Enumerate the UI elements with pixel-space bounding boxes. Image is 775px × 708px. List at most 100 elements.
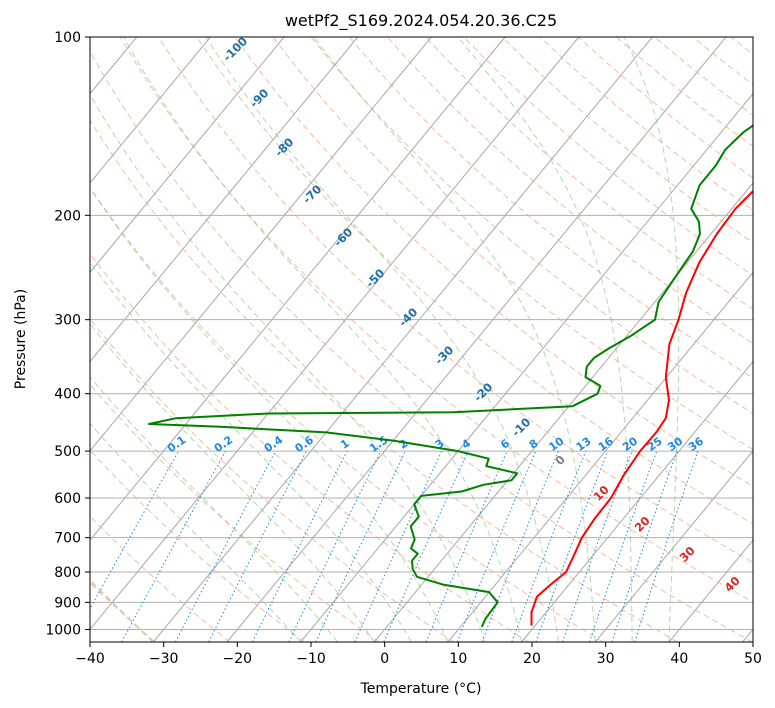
y-tick-label: 400 [54,387,81,403]
mixing-ratio-label: 8 [527,437,541,452]
dry-adiabat [90,186,604,642]
mixing-ratio-line [535,450,609,642]
isotherm-line [0,37,63,642]
moist-adiabat [90,322,375,642]
y-tick-label: 900 [54,595,81,611]
dry-adiabat-label: -40 [396,305,421,330]
dry-adiabat [90,318,454,642]
y-tick-label: 800 [54,565,81,581]
dry-adiabat-label: 40 [722,574,743,595]
moist-adiabat [313,37,596,642]
dry-adiabat [90,449,305,642]
mixing-ratio-line [611,450,678,642]
moist-adiabat [90,375,338,642]
dry-adiabat [577,37,753,179]
mixing-ratio-line [634,450,699,642]
x-tick-label: 50 [744,651,762,667]
mixing-ratio-label: 0.6 [293,433,317,455]
dry-adiabat [90,252,529,642]
dry-adiabat [310,37,753,414]
x-axis-label: Temperature (°C) [360,681,482,697]
mixing-ratio-label: 0.1 [165,433,188,455]
temperature-trace [530,189,753,626]
dry-adiabat-label: 0 [552,452,568,468]
dry-adiabat [90,582,156,642]
x-tick-label: 20 [523,651,541,667]
y-tick-label: 600 [54,491,81,507]
dry-adiabat-label: -70 [300,182,325,207]
dry-adiabat [90,119,679,642]
mixing-ratio-line [383,450,469,642]
x-tick-label: 30 [597,651,615,667]
mixing-ratio-line [208,450,307,642]
dry-adiabat-label: -10 [509,415,534,440]
x-tick-label: −10 [296,651,326,667]
moist-adiabat [90,261,412,642]
profile-traces [148,124,753,628]
isotherm-line [90,37,580,631]
isotherm-line [226,37,727,642]
dry-adiabat [769,37,775,642]
dry-adiabat-label: 30 [677,544,698,565]
mixing-ratio-label: 0.4 [262,433,286,455]
x-tick-label: −40 [75,651,105,667]
background-lines [0,37,775,642]
mixing-ratio-line [481,450,559,642]
x-tick-label: 0 [380,651,389,667]
mixing-ratio-line [121,450,226,642]
isotherm-line [90,37,506,541]
moist-adiabat [623,37,680,642]
dry-adiabat [0,37,6,642]
x-tick-label: 40 [670,651,688,667]
mixing-ratio-label: 1.5 [367,433,390,455]
plot-frame [89,36,754,643]
dry-adiabat [119,37,753,603]
mixing-ratio-line [174,450,276,642]
y-tick-label: 1000 [45,622,81,638]
mixing-ratio-line [589,450,658,642]
moist-adiabat [90,186,449,642]
y-tick-label: 500 [54,444,81,460]
moist-adiabat [90,579,154,642]
y-tick-label: 200 [54,208,81,224]
y-tick-label: 700 [54,531,81,547]
dry-adiabat-label: -90 [247,86,272,111]
dry-adiabat [387,37,753,344]
x-tick-label: 10 [449,651,467,667]
mixing-ratio-label: 0.2 [212,433,235,455]
mixing-ratio-label: 1 [338,437,352,452]
isotherm-line [90,37,211,184]
moist-adiabat [205,37,559,642]
isotherm-line [594,450,753,642]
x-tick-label: −20 [223,651,253,667]
isotherm-line [90,37,285,274]
axis-ticks: −40 −30 −20 −10 0 10 20 30 40 5010020030040050060… [45,30,762,667]
isotherm-line [373,182,753,642]
moist-adiabat [90,93,486,642]
dry-adiabat [90,383,380,642]
mixing-ratio-label: 2 [397,437,411,452]
moist-adiabat [457,37,633,642]
dry-adiabat [272,37,753,451]
dry-adiabat [425,37,753,310]
isotherm-line [668,539,753,642]
mixing-ratio-line [425,450,508,642]
dry-adiabat-label: -60 [331,225,356,250]
mixing-ratio-line [90,450,180,610]
mixing-ratio-label: 4 [459,437,473,452]
y-tick-label: 300 [54,313,81,329]
isotherm-line [521,360,753,642]
moist-adiabat [123,37,523,642]
y-tick-label: 100 [54,30,81,46]
dewpoint-trace [148,124,753,628]
isotherm-line [152,37,653,642]
isotherm-line [300,92,753,642]
mixing-ratio-line [251,450,348,642]
isotherm-line [90,37,359,363]
x-tick-label: −30 [149,651,179,667]
moist-adiabat [90,422,301,642]
dry-adiabat-label: -20 [471,380,496,405]
dry-adiabat [234,37,753,487]
y-axis-label: Pressure (hPa) [13,289,29,389]
